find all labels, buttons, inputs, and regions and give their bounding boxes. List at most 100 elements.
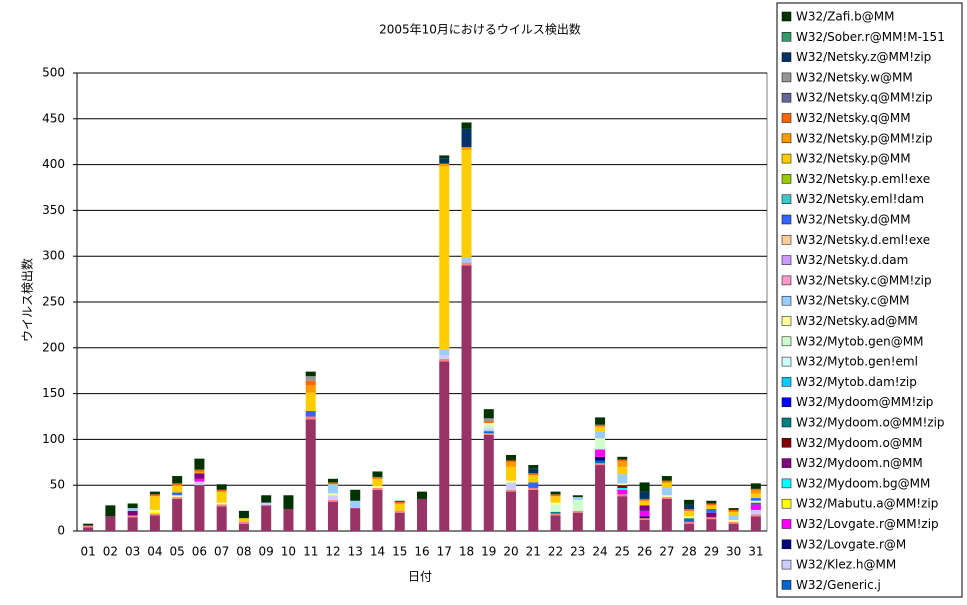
bar-segment xyxy=(551,496,561,502)
legend-swatch xyxy=(782,580,791,589)
bar-segment xyxy=(528,482,538,487)
bar-segment xyxy=(729,508,739,510)
y-tick-label: 150 xyxy=(42,386,65,400)
bar-segment xyxy=(328,502,338,531)
bar-segment xyxy=(239,511,249,518)
bar-segment xyxy=(306,411,316,416)
x-tick-label: 08 xyxy=(236,545,251,559)
legend-swatch xyxy=(782,317,791,326)
bar-segment xyxy=(372,490,382,531)
bar-segment xyxy=(484,435,494,531)
bar-segment xyxy=(617,485,627,488)
bar-segment xyxy=(617,488,627,490)
bar-segment xyxy=(306,376,316,381)
y-tick-label: 350 xyxy=(42,203,65,217)
legend-label: W32/Netsky.w@MM xyxy=(796,70,913,84)
x-tick-label: 04 xyxy=(147,545,162,559)
legend-swatch xyxy=(782,32,791,41)
bar-segment xyxy=(640,501,650,506)
bar-segment xyxy=(128,511,138,516)
x-tick-label: 20 xyxy=(503,545,518,559)
bar-segment xyxy=(551,503,561,505)
bar-segment xyxy=(528,488,538,490)
bar-segment xyxy=(484,418,494,421)
bar-segment xyxy=(150,514,160,516)
bar-segment xyxy=(573,497,583,500)
bar-segment xyxy=(640,505,650,510)
bar-segment xyxy=(595,465,605,531)
legend-swatch xyxy=(782,134,791,143)
x-tick-label: 22 xyxy=(548,545,563,559)
x-tick-label: 24 xyxy=(592,545,607,559)
bar-segment xyxy=(528,490,538,531)
bar-segment xyxy=(706,513,716,518)
bar-segment xyxy=(217,504,227,506)
y-tick-label: 500 xyxy=(42,66,65,80)
chart-title: 2005年10月におけるウイルス検出数 xyxy=(379,22,581,37)
y-tick-label: 250 xyxy=(42,295,65,309)
bar-segment xyxy=(706,504,716,506)
bar-segment xyxy=(729,510,739,512)
bar-segment xyxy=(662,488,672,495)
x-tick-label: 18 xyxy=(459,545,474,559)
bar-segment xyxy=(617,457,627,460)
bar-segment xyxy=(439,359,449,362)
y-tick-label: 450 xyxy=(42,111,65,125)
bar-segment xyxy=(706,501,716,504)
x-tick-label: 28 xyxy=(681,545,696,559)
bar-segment xyxy=(729,522,739,524)
bar-segment xyxy=(729,520,739,522)
bar-segment xyxy=(528,469,538,474)
legend-label: W32/Lovgate.r@M xyxy=(796,537,906,551)
bar-segment xyxy=(150,512,160,514)
bar-segment xyxy=(595,440,605,449)
bar-segment xyxy=(751,489,761,491)
bar-segment xyxy=(328,495,338,500)
legend-label: W32/Netsky.p@MM xyxy=(796,152,911,166)
legend-swatch xyxy=(782,195,791,204)
bar-segment xyxy=(551,494,561,496)
bar-segment xyxy=(484,409,494,418)
bar-segment xyxy=(573,495,583,497)
bar-segment xyxy=(217,490,227,492)
bar-segment xyxy=(261,505,271,531)
bar-segment xyxy=(306,393,316,411)
x-tick-label: 25 xyxy=(615,545,630,559)
bar-segment xyxy=(662,481,672,483)
y-tick-label: 0 xyxy=(57,524,65,538)
bar-segment xyxy=(83,527,93,531)
bar-segment xyxy=(350,508,360,531)
x-tick-label: 16 xyxy=(414,545,429,559)
bar-segment xyxy=(506,460,516,462)
bar-segment xyxy=(261,495,271,502)
bar-segment xyxy=(595,425,605,427)
bar-segment xyxy=(417,492,427,499)
legend-label: W32/Netsky.eml!dam xyxy=(796,192,924,206)
bar-segment xyxy=(684,511,694,516)
bar-segment xyxy=(573,511,583,513)
bar-segment xyxy=(239,518,249,522)
bar-segment xyxy=(172,483,182,485)
legend-swatch xyxy=(782,53,791,62)
bar-segment xyxy=(751,491,761,494)
bar-segment xyxy=(662,497,672,499)
bar-segment xyxy=(462,129,472,147)
bar-segment xyxy=(617,494,627,496)
bar-segment xyxy=(462,150,472,258)
bar-segment xyxy=(751,516,761,531)
legend-label: W32/Mydoom.n@MM xyxy=(796,456,923,470)
bar-segment xyxy=(462,122,472,128)
bar-segment xyxy=(617,490,627,495)
bar-segment xyxy=(617,483,627,485)
legend-label: W32/Zafi.b@MM xyxy=(796,10,894,24)
bar-segment xyxy=(751,498,761,501)
bar-segment xyxy=(684,500,694,505)
x-tick-label: 10 xyxy=(281,545,296,559)
bar-segment xyxy=(484,423,494,425)
bar-segment xyxy=(439,355,449,359)
bar-segment xyxy=(372,477,382,479)
legend-label: W32/Netsky.d@MM xyxy=(796,213,911,227)
y-tick-label: 200 xyxy=(42,340,65,354)
bar-segment xyxy=(595,463,605,465)
legend-swatch xyxy=(782,438,791,447)
